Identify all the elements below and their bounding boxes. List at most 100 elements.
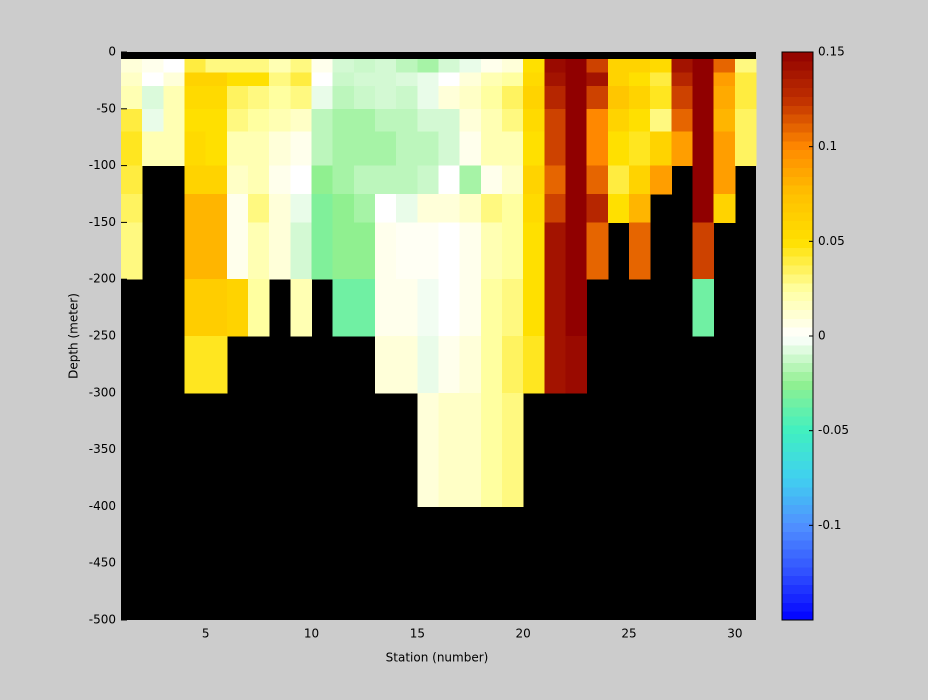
- heatmap-cell: [226, 165, 249, 195]
- x-tick-label: 20: [516, 627, 531, 641]
- colorbar-swatch: [782, 495, 813, 506]
- heatmap-cell: [375, 58, 397, 73]
- heatmap-cell: [544, 165, 566, 195]
- heatmap-cell: [523, 165, 545, 195]
- heatmap-cell: [607, 194, 630, 223]
- heatmap-cell: [226, 279, 249, 337]
- heatmap-cell: [269, 86, 291, 110]
- colorbar-swatch: [782, 584, 813, 594]
- heatmap-cell: [163, 72, 185, 87]
- colorbar-swatch: [782, 540, 813, 550]
- heatmap-cell: [438, 336, 461, 394]
- heatmap-cell: [523, 86, 545, 110]
- heatmap-cell: [502, 108, 524, 133]
- heatmap-cell: [734, 58, 757, 73]
- heatmap-cell: [480, 336, 503, 394]
- colorbar-swatch: [782, 460, 813, 470]
- heatmap-cell: [248, 108, 270, 133]
- heatmap-cell: [629, 131, 651, 167]
- colorbar-swatch: [782, 167, 813, 177]
- heatmap-cell: [205, 131, 228, 167]
- heatmap-cell: [565, 108, 588, 133]
- heatmap-cell: [205, 108, 228, 133]
- colorbar-swatch: [782, 602, 813, 612]
- heatmap-cell: [332, 222, 355, 280]
- heatmap-cell: [184, 131, 207, 167]
- heatmap-cell: [650, 58, 672, 73]
- heatmap-cell: [480, 194, 503, 223]
- heatmap-cell: [290, 131, 312, 167]
- heatmap-cell: [248, 279, 270, 337]
- heatmap-cell: [353, 194, 376, 223]
- colorbar-swatch: [782, 158, 813, 168]
- colorbar-swatch: [782, 442, 813, 452]
- colorbar-swatch: [782, 220, 813, 230]
- heatmap-cell: [480, 108, 503, 133]
- colorbar-swatch: [782, 78, 813, 88]
- colorbar-swatch: [782, 504, 813, 514]
- heatmap-cell: [353, 131, 376, 167]
- heatmap-cell: [375, 86, 397, 110]
- heatmap-cell: [121, 58, 143, 73]
- heatmap-cell: [607, 108, 630, 133]
- x-tick-label: 15: [410, 627, 425, 641]
- heatmap-cell: [396, 336, 418, 394]
- heatmap-cell: [375, 131, 397, 167]
- heatmap-cell: [417, 58, 439, 73]
- heatmap-cell: [607, 58, 630, 73]
- heatmap-cell: [269, 58, 291, 73]
- heatmap-cell: [713, 165, 736, 195]
- heatmap-cell: [396, 86, 418, 110]
- heatmap-cell: [565, 131, 588, 167]
- colorbar-tick-label: 0.1: [818, 139, 837, 153]
- heatmap-cell: [375, 72, 397, 87]
- colorbar-swatch: [782, 60, 813, 71]
- heatmap-cell: [692, 165, 715, 195]
- colorbar-swatch: [782, 327, 813, 337]
- colorbar-swatch: [782, 300, 813, 310]
- heatmap-cell: [311, 165, 334, 195]
- heatmap-cell: [142, 131, 164, 167]
- colorbar-swatch: [782, 557, 813, 568]
- heatmap-cell: [629, 58, 651, 73]
- colorbar-swatch: [782, 522, 813, 532]
- heatmap-cell: [396, 72, 418, 87]
- heatmap-cell: [226, 131, 249, 167]
- colorbar-tick-label: 0.15: [818, 45, 845, 59]
- heatmap-cell: [396, 194, 418, 223]
- heatmap-cell: [163, 86, 185, 110]
- heatmap-cell: [544, 58, 566, 73]
- colorbar-swatch: [782, 273, 813, 284]
- heatmap-cell: [311, 86, 334, 110]
- heatmap-cell: [459, 165, 482, 195]
- heatmap-cell: [353, 108, 376, 133]
- heatmap-cell: [396, 108, 418, 133]
- colorbar-swatch: [782, 424, 813, 435]
- heatmap-cell: [417, 131, 439, 167]
- heatmap-cell: [311, 58, 334, 73]
- colorbar-swatch: [782, 380, 813, 390]
- heatmap-cell: [248, 194, 270, 223]
- heatmap-cell: [205, 58, 228, 73]
- colorbar-swatch: [782, 229, 813, 239]
- heatmap-cell: [713, 58, 736, 73]
- colorbar-swatch: [782, 96, 813, 106]
- heatmap-cell: [502, 279, 524, 337]
- heatmap-cell: [353, 222, 376, 280]
- heatmap-cell: [353, 86, 376, 110]
- heatmap-cell: [121, 72, 143, 87]
- heatmap-cell: [417, 72, 439, 87]
- heatmap-cell: [205, 222, 228, 280]
- heatmap-cell: [734, 72, 757, 87]
- heatmap-cell: [459, 222, 482, 280]
- heatmap-cell: [502, 72, 524, 87]
- heatmap-cell: [353, 58, 376, 73]
- colorbar-tick-label: 0.05: [818, 234, 845, 248]
- colorbar-swatch: [782, 362, 813, 372]
- heatmap-cell: [142, 86, 164, 110]
- heatmap-cell: [565, 194, 588, 223]
- heatmap-cell: [480, 165, 503, 195]
- heatmap-cell: [248, 165, 270, 195]
- colorbar-swatch: [782, 149, 813, 159]
- heatmap-cell: [459, 86, 482, 110]
